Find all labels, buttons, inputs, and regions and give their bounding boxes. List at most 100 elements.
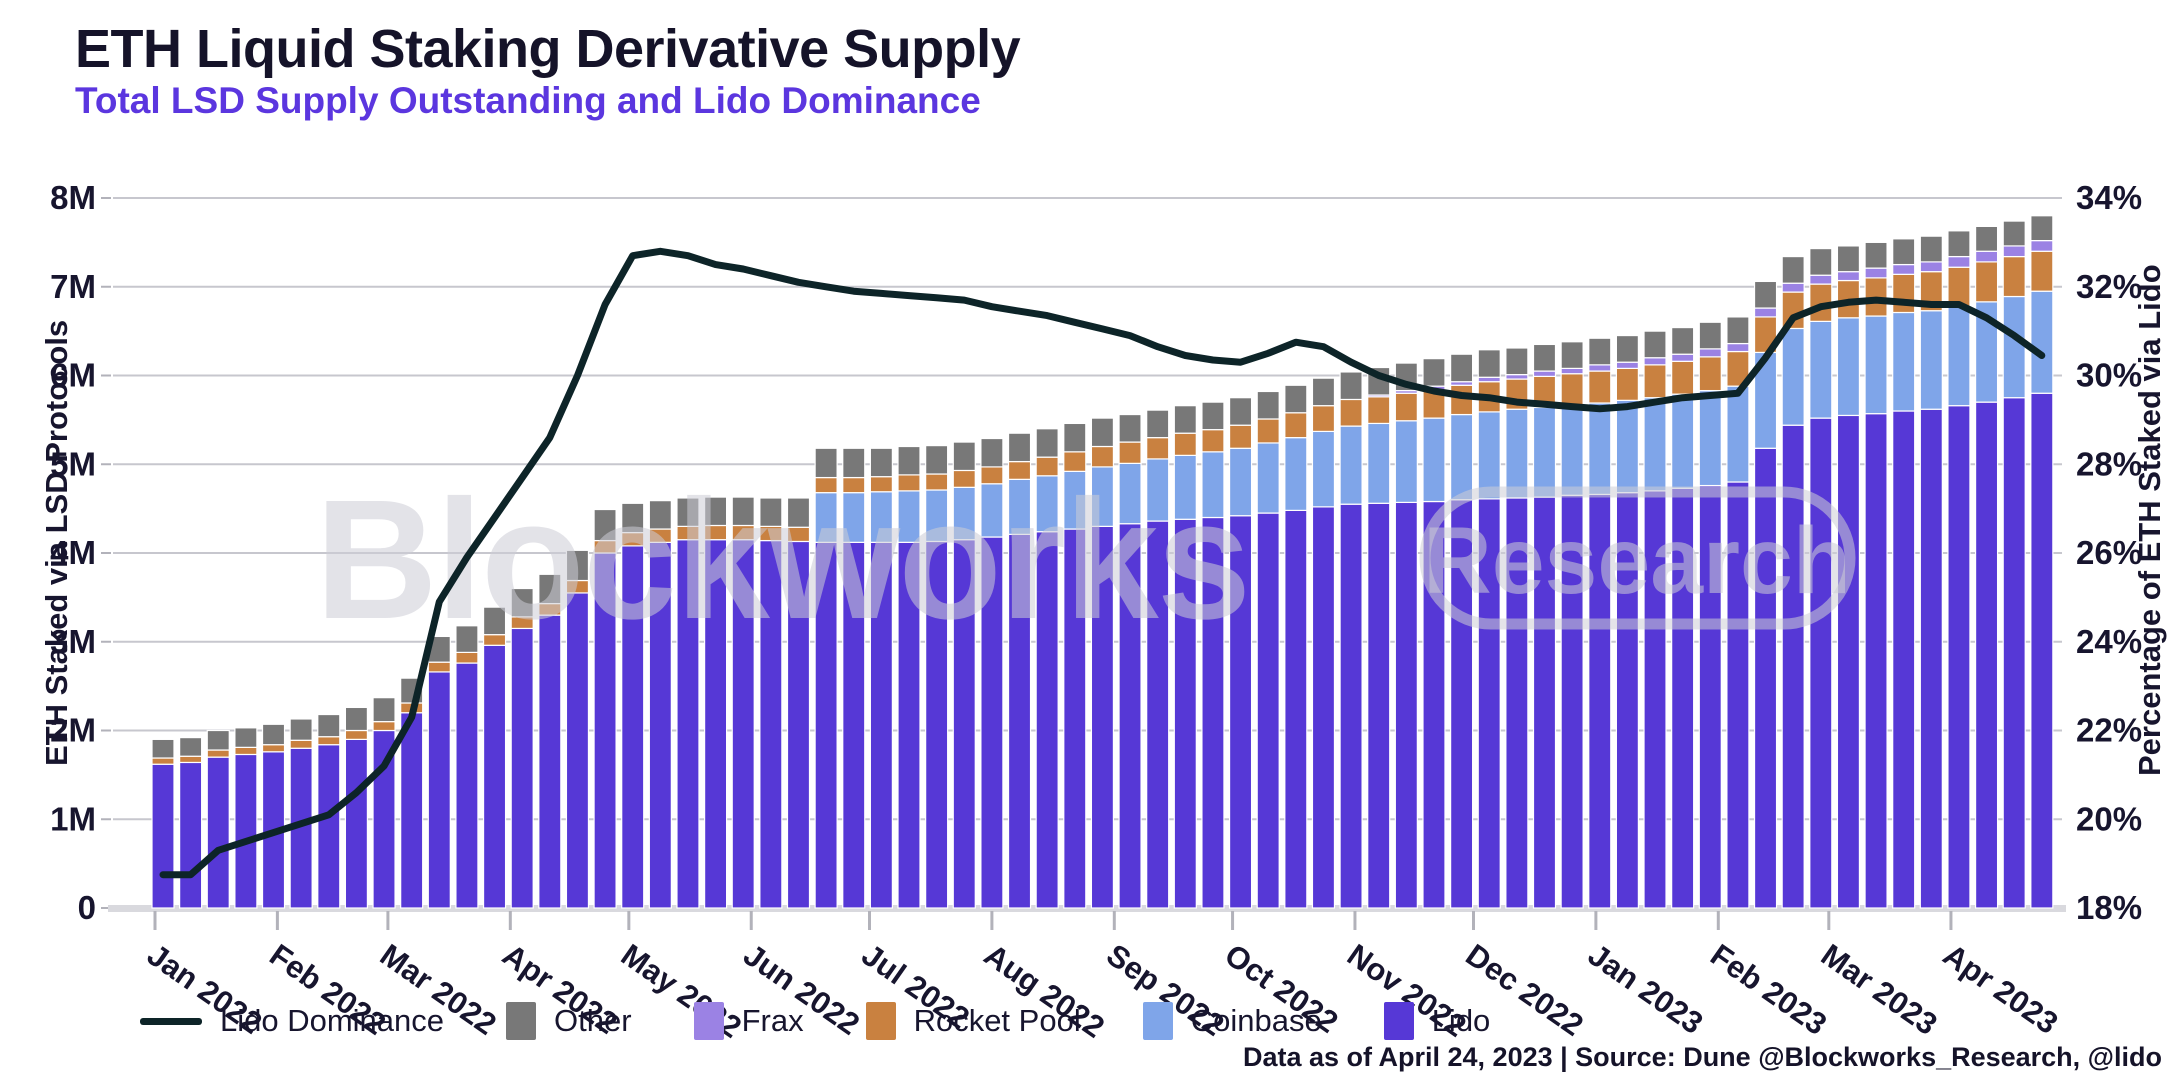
bar-week-stack (455, 625, 479, 909)
legend-item-frax: Frax (693, 1002, 804, 1040)
bar-week-stack (786, 497, 811, 909)
bar-week-stack (2030, 215, 2054, 909)
bar-segment-rocket-pool (1201, 429, 1225, 453)
left-axis-tick-label: 3M (50, 623, 96, 660)
bar-week-stack (206, 729, 230, 909)
bar-week-stack (1753, 280, 1778, 909)
bar-segment-coinbase (1560, 404, 1584, 496)
bar-week-stack (842, 447, 866, 909)
right-axis-tick-label: 18% (2076, 889, 2142, 926)
bar-segment-other (510, 587, 534, 618)
bar-week-stack (676, 497, 700, 909)
bar-segment-other (731, 496, 755, 527)
bar-segment-other (1505, 347, 1529, 376)
bar-segment-rocket-pool (1947, 266, 1971, 307)
bar-segment-other (952, 441, 976, 472)
right-axis-tick-label: 26% (2076, 534, 2142, 571)
bar-segment-other (261, 723, 286, 746)
bar-week-stack (1864, 241, 1888, 909)
chart-legend: Lido Dominance Other Frax Rocket Pool Coinba… (140, 1002, 1490, 1040)
legend-item-lido-dominance: Lido Dominance (140, 1003, 444, 1039)
bar-segment-other (1063, 422, 1087, 453)
x-axis-tick-label: Apr 2023 (1937, 937, 2064, 1041)
bar-week-stack (1505, 347, 1529, 909)
bar-segment-coinbase (1422, 417, 1446, 503)
bar-segment-other (1035, 428, 1059, 458)
bar-segment-rocket-pool (1450, 384, 1474, 416)
bar-week-stack (621, 502, 645, 909)
bar-segment-other (1201, 401, 1225, 431)
bar-segment-frax (2030, 240, 2054, 252)
bar-segment-rocket-pool (1892, 273, 1916, 314)
bar-segment-frax (1698, 348, 1722, 358)
bar-segment-coinbase (2002, 295, 2026, 399)
bar-segment-other (1698, 321, 1722, 350)
bar-week-stack (1892, 238, 1916, 909)
bar-segment-other (786, 497, 811, 528)
bar-week-stack (731, 496, 755, 909)
right-axis-tick-label: 34% (2076, 179, 2142, 216)
legend-line-swatch (140, 1017, 202, 1025)
bar-segment-other (1892, 238, 1916, 266)
bar-segment-other (1311, 377, 1336, 407)
bar-segment-other (1947, 230, 1971, 258)
source-footer: Data as of April 24, 2023 | Source: Dune… (1242, 1042, 2162, 1072)
left-axis-tick-label: 2M (50, 712, 96, 749)
blockworks-watermark: Blockworks (315, 465, 1249, 655)
bar-segment-rocket-pool (1118, 441, 1142, 464)
bar-segment-other (648, 500, 672, 530)
bar-segment-coinbase (1477, 411, 1501, 500)
bar-week-stack (1256, 390, 1280, 909)
bar-segment-other (621, 502, 645, 534)
bar-segment-lido (2002, 397, 2026, 909)
bar-week-stack (1560, 341, 1584, 909)
bar-segment-rocket-pool (1615, 367, 1639, 401)
bar-segment-lido (1367, 502, 1391, 909)
bar-segment-lido (510, 627, 534, 909)
bar-segment-rocket-pool (1698, 356, 1722, 392)
bar-week-stack (1063, 422, 1087, 909)
bar-segment-lido (1974, 401, 1999, 909)
bar-segment-other (1339, 371, 1363, 401)
bar-week-stack (1919, 235, 1943, 909)
bar-segment-other (759, 497, 783, 527)
bar-segment-coinbase (1947, 305, 1971, 407)
bar-segment-rocket-pool (1256, 418, 1280, 444)
bar-week-stack (980, 437, 1004, 909)
bar-segment-lido (482, 644, 507, 909)
bar-week-stack (1422, 358, 1446, 909)
legend-label: Other (554, 1003, 632, 1038)
bar-segment-frax (1615, 361, 1639, 370)
bar-segment-lido (1311, 506, 1336, 909)
bar-segment-rocket-pool (344, 729, 369, 740)
bar-segment-lido (2030, 392, 2054, 909)
bar-segment-other (593, 508, 617, 542)
bar-segment-lido (1919, 408, 1943, 909)
research-watermark-capsule (1419, 486, 1856, 630)
bar-segment-frax (1588, 364, 1612, 372)
bar-week-stack (759, 497, 783, 909)
bar-week-stack (482, 606, 507, 909)
bar-week-stack (289, 718, 313, 909)
right-axis-tick-label: 22% (2076, 712, 2142, 749)
bar-week-stack (1118, 413, 1142, 909)
bar-segment-rocket-pool (289, 739, 313, 749)
bar-week-stack (703, 496, 728, 909)
bar-week-stack (1615, 334, 1639, 909)
bar-segment-coinbase (1726, 385, 1750, 483)
bar-week-stack (1726, 316, 1750, 909)
bar-segment-other (1588, 337, 1612, 366)
bar-segment-rocket-pool (372, 721, 396, 732)
legend-item-other: Other (506, 1002, 632, 1040)
left-axis-tick-label: 6M (50, 357, 96, 394)
bar-segment-coinbase (1836, 317, 1861, 417)
bar-segment-coinbase (1809, 320, 1833, 419)
bar-week-stack (869, 447, 893, 909)
bar-segment-rocket-pool (427, 661, 451, 673)
bar-week-stack (2002, 220, 2026, 909)
bar-segment-frax (1974, 250, 1999, 263)
bar-segment-lido (1339, 503, 1363, 909)
bar-segment-lido (1892, 410, 1916, 909)
legend-item-coinbase: Coinbase (1142, 1002, 1322, 1040)
legend-color-swatch (693, 1002, 724, 1040)
